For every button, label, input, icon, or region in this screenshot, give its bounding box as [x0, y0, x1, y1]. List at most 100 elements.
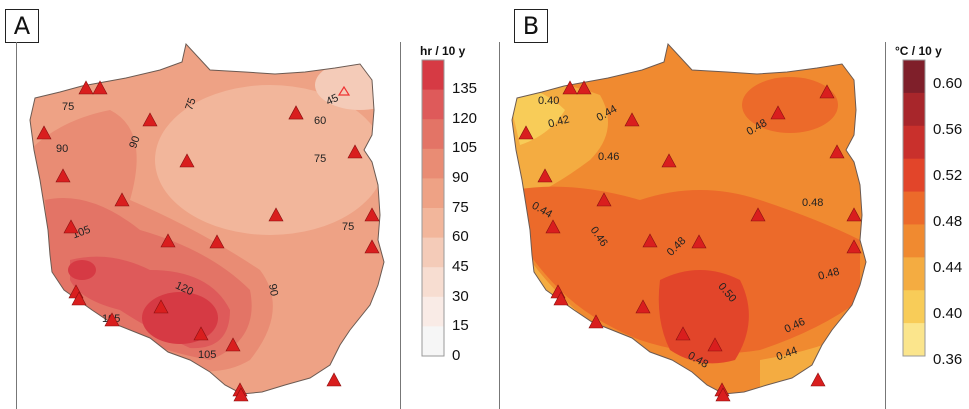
- station-marker: [160, 233, 176, 248]
- station-marker: [562, 80, 578, 95]
- panel-a-colorbar: [421, 59, 445, 357]
- colorbar-swatch: [903, 125, 925, 160]
- station-marker: [153, 299, 169, 314]
- station-marker: [55, 168, 71, 183]
- contour-label: 75: [183, 96, 198, 112]
- colorbar-swatch: [422, 326, 444, 357]
- panel-b-colorbar: [902, 59, 926, 357]
- station-marker: [588, 314, 604, 329]
- contour-label: 45: [324, 92, 340, 108]
- station-marker: [209, 234, 225, 249]
- contour-label: 0.48: [817, 266, 841, 283]
- colorbar-tick-label: 60: [452, 228, 469, 246]
- colorbar-swatch: [422, 148, 444, 179]
- panel-a-unit-label: hr / 10 y: [420, 44, 466, 58]
- colorbar-swatch: [903, 323, 925, 357]
- station-marker: [364, 239, 380, 254]
- contour-label: 90: [266, 283, 280, 297]
- colorbar-swatch: [903, 257, 925, 291]
- station-marker: [576, 80, 592, 95]
- station-marker: [829, 144, 845, 159]
- colorbar-tick-label: 0.36: [933, 351, 963, 368]
- station-marker: [846, 207, 862, 222]
- colorbar-swatch: [422, 267, 444, 298]
- contour-label: 60: [314, 115, 326, 127]
- station-marker: [225, 337, 241, 352]
- colorbar-tick-label: 0.40: [933, 305, 963, 322]
- station-marker-hollow: [337, 85, 351, 96]
- station-marker: [715, 387, 731, 402]
- station-marker: [635, 299, 651, 314]
- station-marker: [553, 291, 569, 306]
- contour-label: 105: [71, 224, 92, 242]
- station-marker: [624, 112, 640, 127]
- station-marker: [364, 207, 380, 222]
- contour-label: 0.48: [802, 197, 823, 209]
- colorbar-swatch: [422, 119, 444, 150]
- panel-a-tag: A: [5, 9, 39, 43]
- station-marker: [179, 153, 195, 168]
- colorbar-swatch: [903, 60, 925, 94]
- station-marker: [707, 337, 723, 352]
- station-marker: [770, 105, 786, 120]
- colorbar-tick-label: 120: [452, 109, 478, 127]
- colorbar-tick-label: 0.48: [933, 213, 963, 230]
- station-marker: [846, 239, 862, 254]
- colorbar-tick-label: 0.56: [933, 121, 963, 138]
- station-marker: [661, 153, 677, 168]
- contour-label: 0.42: [547, 113, 571, 130]
- colorbar-tick-label: 135: [452, 80, 478, 97]
- station-marker: [675, 326, 691, 341]
- station-marker: [78, 80, 94, 95]
- station-marker: [104, 312, 120, 327]
- colorbar-swatch: [422, 89, 444, 120]
- station-marker: [193, 326, 209, 341]
- station-marker: [114, 192, 130, 207]
- colorbar-swatch: [903, 224, 925, 258]
- colorbar-swatch: [422, 296, 444, 327]
- colorbar-swatch: [903, 191, 925, 225]
- contour-label: 90: [127, 134, 142, 150]
- colorbar-swatch: [903, 92, 925, 127]
- contour-label: 75: [62, 101, 74, 113]
- colorbar-tick-label: 105: [452, 139, 478, 157]
- contour-label: 90: [56, 143, 68, 155]
- colorbar-swatch: [422, 237, 444, 268]
- colorbar-tick-label: 0.60: [933, 75, 963, 92]
- station-marker: [63, 219, 79, 234]
- contour-label: 105: [198, 349, 216, 361]
- colorbar-tick-label: 15: [452, 317, 469, 335]
- station-marker: [642, 233, 658, 248]
- station-marker: [326, 372, 342, 387]
- station-marker: [691, 234, 707, 249]
- station-marker: [810, 372, 826, 387]
- colorbar-swatch: [422, 208, 444, 239]
- colorbar-swatch: [903, 158, 925, 193]
- contour-label: 75: [342, 221, 354, 233]
- station-marker: [233, 387, 249, 402]
- station-marker: [537, 168, 553, 183]
- station-marker: [518, 125, 534, 140]
- station-marker: [36, 125, 52, 140]
- colorbar-swatch: [422, 178, 444, 209]
- station-marker: [545, 219, 561, 234]
- panel-b-tag: B: [514, 9, 548, 43]
- station-marker: [268, 207, 284, 222]
- station-marker: [71, 291, 87, 306]
- panel-a-stations: [36, 80, 380, 402]
- station-marker: [819, 84, 835, 99]
- station-marker: [596, 192, 612, 207]
- contour-label: 75: [314, 153, 326, 165]
- colorbar-tick-label: 45: [452, 258, 469, 275]
- panel-b-frame: [499, 42, 886, 409]
- colorbar-tick-label: 0.52: [933, 167, 963, 184]
- colorbar-swatch: [422, 60, 444, 91]
- colorbar-tick-label: 90: [452, 169, 469, 186]
- contour-label: 0.46: [598, 151, 619, 163]
- station-marker: [288, 105, 304, 120]
- colorbar-border: [902, 59, 926, 357]
- panel-a-map: [30, 44, 384, 394]
- panel-b-stations: [518, 80, 862, 402]
- panel-b-unit-label: °C / 10 y: [895, 44, 942, 58]
